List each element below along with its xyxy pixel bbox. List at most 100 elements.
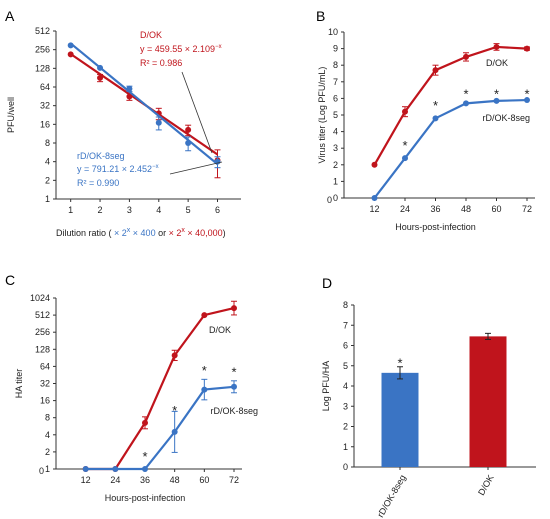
data-point [185, 126, 192, 133]
data-point [82, 466, 89, 472]
y-tick-label: 1 [45, 194, 50, 204]
y-tick-label: 32 [40, 101, 50, 111]
data-point [171, 428, 178, 435]
y-tick-label: 2 [333, 160, 338, 170]
y-tick-label: 5 [343, 361, 348, 371]
series-label-8seg: rD/OK-8seg [482, 113, 530, 123]
y-tick-label: 2 [343, 422, 348, 432]
y-axis-title: Log PFU/HA [321, 361, 331, 412]
pointer-dok [181, 71, 213, 154]
x-tick-label: 1 [68, 205, 73, 215]
y-tick-label: 2 [45, 447, 50, 457]
y-tick-label: 4 [45, 430, 50, 440]
data-point [97, 74, 104, 81]
y-tick-label: 8 [343, 300, 348, 310]
x-axis-title-red: × 2 [169, 228, 182, 238]
y-tick-label: 1 [45, 464, 50, 474]
panel-a-label: A [5, 8, 15, 24]
y-axis-title: HA titer [14, 369, 24, 399]
y-tick-label: 6 [333, 93, 338, 103]
x-axis-title-paren: ( [109, 228, 115, 238]
y-tick-label: 10 [328, 27, 338, 37]
y-tick-label: 5 [333, 110, 338, 120]
significance-star: * [433, 98, 438, 113]
data-point [67, 51, 74, 58]
y-tick-label: 1024 [30, 293, 50, 303]
y-tick-label: 7 [333, 77, 338, 87]
data-point [463, 53, 469, 60]
r2-8seg: R² = 0.990 [77, 178, 119, 188]
x-tick-label: 24 [110, 475, 120, 485]
panel-d: D 0 1 2 3 4 5 6 7 8 Log PFU/HA rD/OK-8seg D/OK * [321, 275, 536, 519]
series-label-8seg: rD/OK-8seg [77, 151, 125, 161]
panel-d-label: D [322, 275, 332, 291]
bar-1 [469, 336, 507, 467]
significance-star: * [524, 86, 529, 101]
y-tick-label: 16 [40, 119, 50, 129]
x-tick-label: 2 [98, 205, 103, 215]
r2-dok: R² = 0.986 [140, 58, 182, 68]
data-point [524, 97, 530, 104]
x-origin-label: 0 [327, 195, 332, 205]
significance-star: * [463, 86, 468, 101]
x-axis-title-blue: × 2 [114, 228, 127, 238]
equation-8seg-exp: −x [152, 164, 159, 170]
data-point [402, 155, 408, 162]
x-tick-label: 12 [81, 475, 91, 485]
x-tick-label: 72 [522, 204, 532, 214]
x-axis-title-blue-exp: x [127, 227, 131, 234]
y-tick-label: 8 [45, 413, 50, 423]
x-axis-title-red-tail: × 40,000 [185, 228, 223, 238]
data-point [126, 85, 133, 92]
equation-dok: y = 459.55 × 2.109−x [140, 44, 222, 54]
data-point [112, 466, 119, 472]
fit-line-1 [69, 42, 219, 166]
y-tick-label: 8 [333, 60, 338, 70]
bar-0 [381, 372, 419, 467]
y-tick-label: 1 [333, 176, 338, 186]
y-tick-label: 6 [343, 341, 348, 351]
data-point [201, 312, 208, 319]
significance-star: * [494, 86, 499, 101]
x-tick-label: 12 [369, 204, 379, 214]
y-tick-label: 4 [343, 381, 348, 391]
y-tick-label: 64 [40, 82, 50, 92]
data-point [201, 386, 208, 393]
x-tick-label: D/OK [476, 473, 496, 497]
x-tick-label: 48 [170, 475, 180, 485]
y-tick-label: 32 [40, 379, 50, 389]
panel-c-label: C [5, 272, 15, 288]
pointer-8seg [169, 161, 223, 175]
data-point [493, 43, 500, 50]
data-point [126, 93, 133, 100]
y-axis-title: Virus titer (Log PFU/mL) [317, 67, 327, 164]
equation-dok-exp: −x [215, 44, 222, 50]
panel-a: A 1 2 4 8 16 32 64 128 256 512 1 2 3 4 5 6 PFU/well Dilut… [5, 8, 241, 238]
data-point [402, 108, 408, 115]
y-tick-label: 512 [35, 310, 50, 320]
y-tick-label: 0 [333, 193, 338, 203]
significance-star: * [172, 403, 177, 418]
x-tick-label: 72 [229, 475, 239, 485]
data-point [493, 97, 500, 104]
significance-star: * [402, 138, 407, 153]
x-tick-label: 5 [186, 205, 191, 215]
data-point [142, 419, 148, 426]
x-tick-label: 4 [156, 205, 161, 215]
y-tick-label: 4 [333, 127, 338, 137]
series-line-1 [373, 98, 528, 199]
y-tick-label: 7 [343, 320, 348, 330]
y-tick-label: 512 [35, 26, 50, 36]
series-line-0 [373, 45, 528, 166]
y-tick-label: 3 [333, 143, 338, 153]
data-point [524, 45, 530, 52]
y-tick-label: 4 [45, 157, 50, 167]
x-tick-label: 36 [140, 475, 150, 485]
y-tick-label: 2 [45, 175, 50, 185]
x-tick-label: 48 [461, 204, 471, 214]
data-point [185, 140, 192, 146]
x-axis-title-text: Dilution ratio [56, 228, 109, 238]
x-tick-label: 60 [199, 475, 209, 485]
